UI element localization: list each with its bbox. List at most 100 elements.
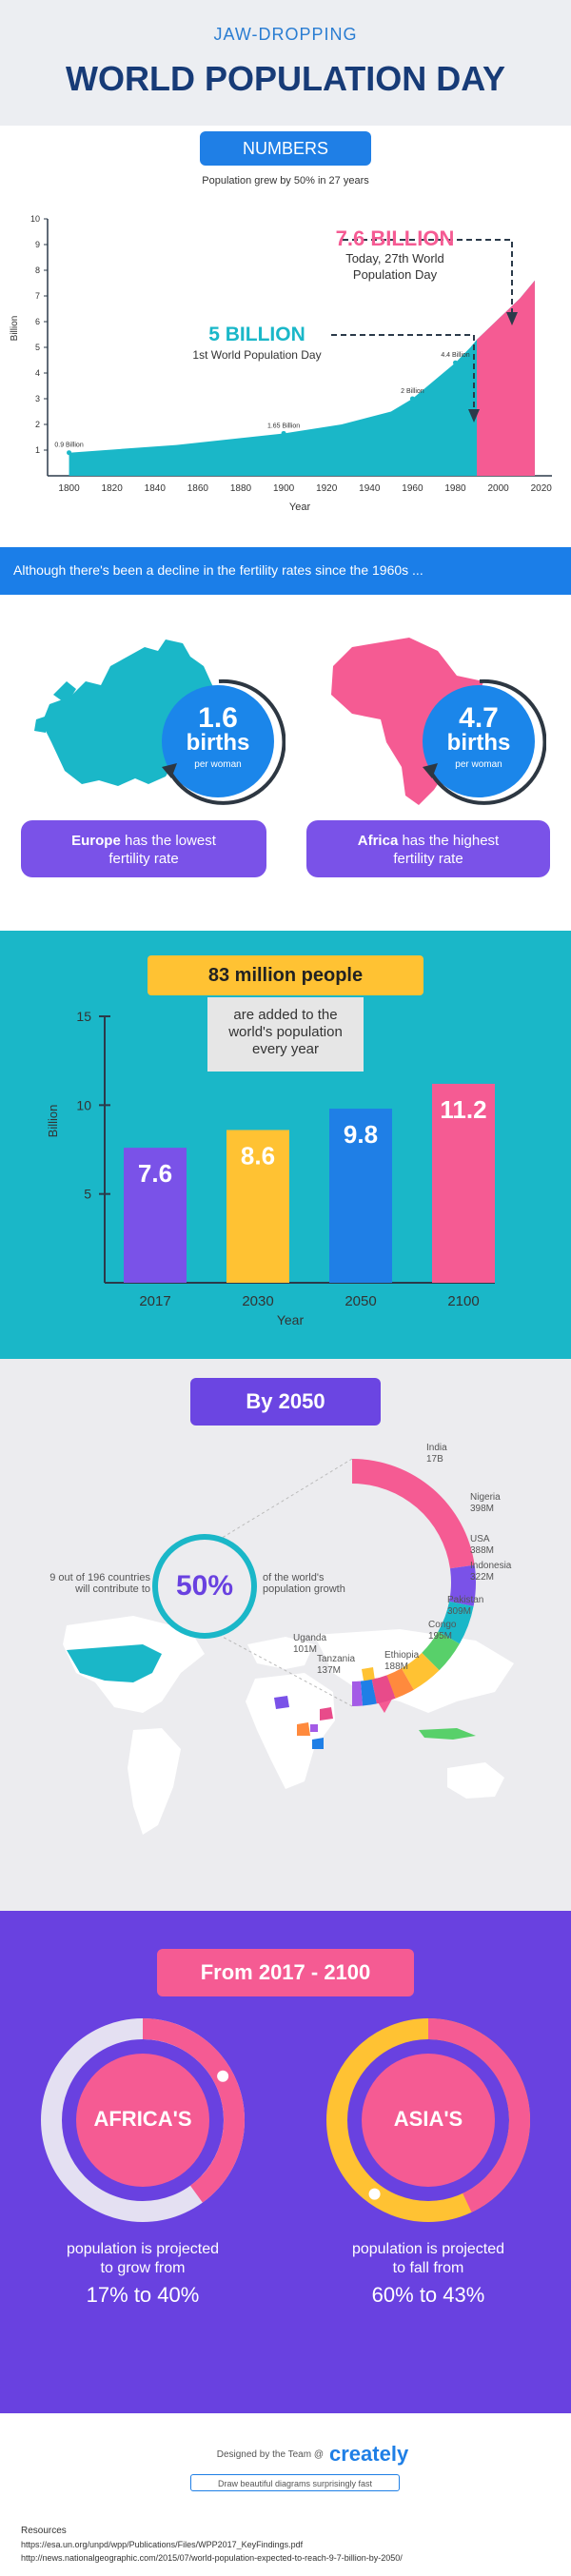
label-nigeria-name: Nigeria <box>470 1492 501 1503</box>
label-usa-name: USA <box>470 1534 490 1544</box>
europe-label-box: Europe has the lowest fertility rate <box>21 820 266 877</box>
y-tick-label: 5 <box>35 343 40 352</box>
numbers-pill: NUMBERS <box>200 131 371 166</box>
right-text: of the world's population growth <box>263 1572 386 1595</box>
label-usa: USA 388M <box>470 1534 494 1557</box>
label-ethiopia-name: Ethiopia <box>384 1650 420 1661</box>
x-tick-label: 1840 <box>145 483 167 494</box>
africa-text-2: to grow from <box>100 2260 186 2276</box>
label-tanzania-value: 137M <box>317 1665 342 1676</box>
x-tick-label: 1920 <box>316 483 338 494</box>
ring-from-marker <box>368 2188 381 2200</box>
donut-slice-pakistan <box>401 1652 440 1690</box>
bar-value-label: 8.6 <box>241 1141 275 1170</box>
percent-value: 50% <box>175 1570 234 1602</box>
callout-first-connector <box>331 334 475 411</box>
y-tick-label: 8 <box>35 265 40 275</box>
label-indonesia-value: 322M <box>470 1572 495 1583</box>
left-text: 9 out of 196 countries will contribute t… <box>8 1572 150 1595</box>
label-pakistan: Pakistan 309M <box>447 1595 483 1618</box>
label-uganda: Uganda 101M <box>293 1633 326 1656</box>
brand-logo[interactable]: creately <box>329 2442 409 2466</box>
by-2050-section: By 2050 50% 9 out of 196 countr <box>0 1359 571 1911</box>
from-2017-2100-section: From 2017 - 2100 AFRICA'S population is … <box>0 1911 571 2413</box>
bar-y-axis-label: Billion <box>46 1105 60 1138</box>
asia-ring <box>326 2018 530 2222</box>
growth-text-2: world's population <box>228 1024 343 1040</box>
usa-highlight <box>67 1644 162 1682</box>
africa-arrow-ring <box>423 678 546 805</box>
africa-label-bold: Africa <box>357 833 399 849</box>
right-text-1: of the world's <box>263 1572 325 1583</box>
data-label: 1.65 Billion <box>267 423 300 429</box>
bar-value-label: 9.8 <box>344 1120 378 1149</box>
growth-text-1: are added to the <box>233 1007 338 1023</box>
data-label: 2 Billion <box>401 388 424 395</box>
bar-category-label: 2030 <box>242 1293 273 1309</box>
data-point <box>453 360 459 365</box>
ring-value-arc <box>142 2018 245 2203</box>
resource-link-2[interactable]: http://news.nationalgeographic.com/2015/… <box>21 2553 403 2563</box>
bar-y-tick-label: 10 <box>76 1097 91 1112</box>
x-tick-label: 2020 <box>531 483 553 494</box>
bar-category-label: 2050 <box>345 1293 376 1309</box>
label-congo: Congo 195M <box>428 1620 456 1642</box>
label-uganda-value: 101M <box>293 1644 318 1655</box>
europe-arrow-ring <box>162 678 286 805</box>
asia-ring-label: ASIA'S <box>393 2107 463 2131</box>
bar-y-tick-label: 5 <box>84 1187 91 1202</box>
ethiopia-highlight <box>320 1707 333 1721</box>
label-tanzania: Tanzania 137M <box>317 1654 355 1677</box>
pakistan-highlight <box>362 1667 375 1681</box>
indonesia-highlight <box>419 1728 476 1740</box>
population-bar-chart: 5 10 15 Billion Year 7.6 2017 8.6 2030 9.8 2050 11.… <box>46 1009 495 1327</box>
growth-ribbon: 83 million people <box>148 955 423 995</box>
europe-label-rest: has the lowest <box>124 833 216 849</box>
designed-by: Designed by the Team @ <box>216 2449 324 2460</box>
label-indonesia: Indonesia 322M <box>470 1561 511 1583</box>
x-tick-label: 1980 <box>444 483 466 494</box>
africa-ring <box>41 2018 245 2222</box>
congo-highlight <box>297 1722 310 1736</box>
y-tick-label: 3 <box>35 394 40 403</box>
donut-slice-ethiopia <box>371 1675 396 1704</box>
asia-text-1: population is projected <box>351 2241 505 2257</box>
africa-births-sub: per woman <box>455 759 502 770</box>
europe-label-bold: Europe <box>71 833 121 849</box>
brand-tagline[interactable]: Draw beautiful diagrams surprisingly fas… <box>190 2474 400 2491</box>
fertility-banner-text: Although there's been a decline in the f… <box>13 562 423 578</box>
connector-top <box>218 1458 353 1541</box>
africa-range: 17% to 40% <box>86 2283 200 2307</box>
ring-center <box>76 2054 209 2187</box>
label-pakistan-value: 309M <box>447 1606 472 1617</box>
from-2017-ribbon: From 2017 - 2100 <box>157 1949 414 1996</box>
europe-births-number: 1.6 <box>198 702 238 734</box>
x-tick-label: 1940 <box>359 483 381 494</box>
y-tick-label: 9 <box>35 240 40 249</box>
numbers-subtitle: Population grew by 50% in 27 years <box>202 175 369 187</box>
data-label: 0.9 Billion <box>54 442 83 449</box>
asia-text-2: to fall from <box>392 2260 464 2276</box>
population-area-chart: 1 2 3 4 5 6 7 8 9 10 1800 1820 1840 1860 1880 1900 1920 1… <box>10 214 553 513</box>
y-tick-label: 4 <box>35 368 40 378</box>
header: JAW-DROPPING WORLD POPULATION DAY <box>0 0 571 126</box>
europe-births-badge: 1.6 births per woman <box>162 685 274 797</box>
europe-births-unit: births <box>186 730 250 756</box>
tanzania-highlight <box>312 1738 324 1749</box>
label-nigeria: Nigeria 398M <box>470 1492 501 1515</box>
by-2050-ribbon: By 2050 <box>190 1378 381 1426</box>
ring-from-marker <box>217 2070 229 2082</box>
resource-link-1[interactable]: https://esa.un.org/unpd/wpp/Publications… <box>21 2540 304 2549</box>
y-tick-label: 6 <box>35 317 40 326</box>
callout-first-text: 1st World Population Day <box>192 348 322 362</box>
y-tick-label: 10 <box>30 214 40 224</box>
ring-value-arc <box>427 2018 530 2212</box>
label-india: India 17B <box>426 1443 447 1465</box>
europe-label-line2: fertility rate <box>108 851 179 867</box>
x-tick-label: 1960 <box>402 483 423 494</box>
label-india-name: India <box>426 1443 447 1453</box>
ring-center <box>362 2054 495 2187</box>
africa-text-1: population is projected <box>66 2241 220 2257</box>
africa-ring-label: AFRICA'S <box>93 2107 192 2131</box>
